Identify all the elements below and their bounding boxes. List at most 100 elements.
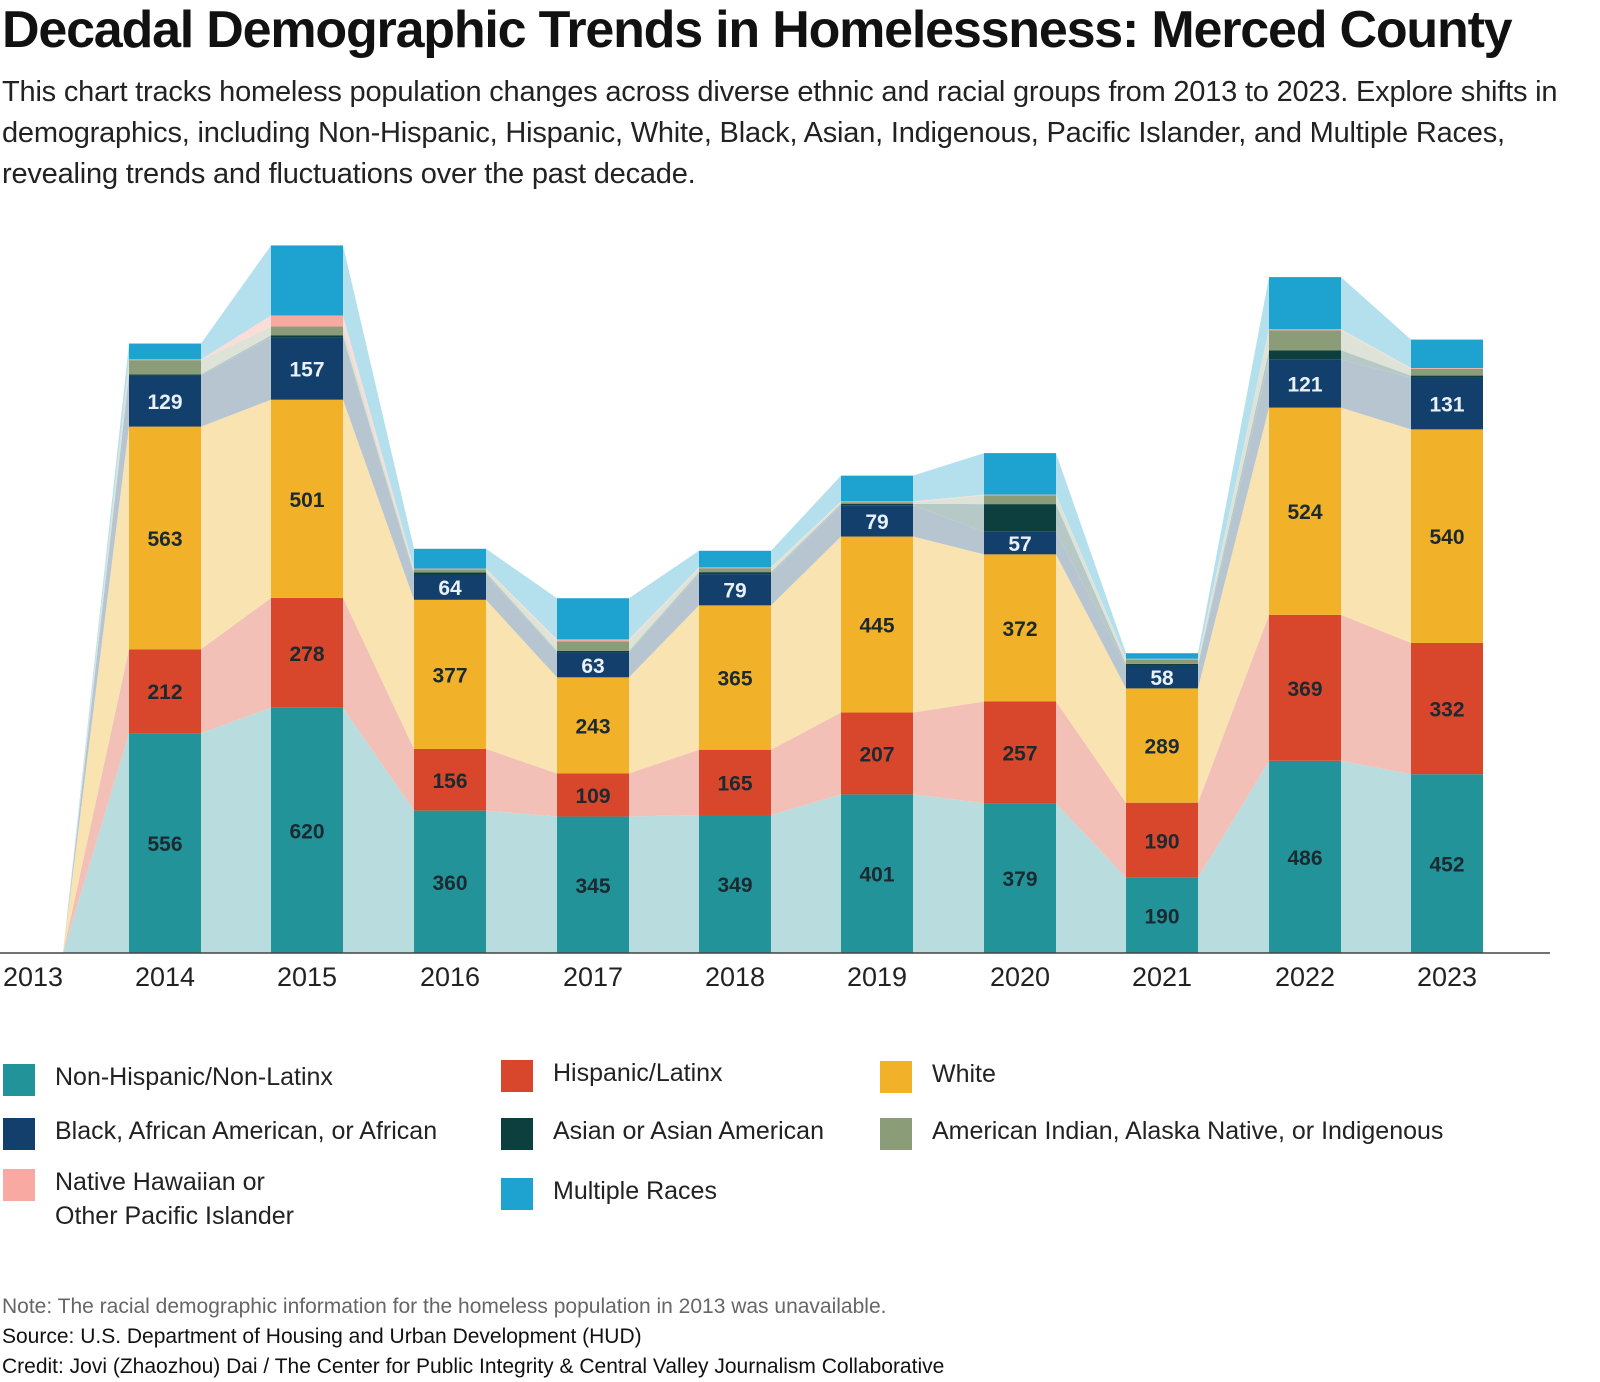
data-label: 401	[859, 864, 894, 887]
flow-area	[913, 701, 984, 804]
flow-area	[63, 649, 129, 953]
bar-segment	[414, 568, 486, 570]
flow-area	[1056, 495, 1126, 664]
flow-area	[343, 399, 414, 749]
flow-area	[1198, 329, 1269, 660]
flow-area	[343, 315, 414, 570]
flow-area	[486, 568, 557, 642]
flow-area	[771, 505, 841, 606]
flow-area	[1198, 350, 1269, 666]
bar-segment	[699, 749, 771, 815]
bar-segment	[1126, 688, 1198, 803]
bar-segment	[1126, 665, 1198, 689]
bar-segment	[841, 475, 913, 502]
bar-segment	[414, 574, 486, 600]
flow-area	[771, 503, 841, 575]
bar-segment	[271, 337, 343, 400]
flow-area	[63, 343, 129, 953]
flow-area	[1341, 760, 1411, 953]
flow-area	[771, 501, 841, 569]
flow-area	[486, 569, 557, 651]
x-tick-label: 2017	[563, 962, 623, 992]
bar-segment	[414, 569, 486, 573]
bar-segment	[1411, 368, 1483, 369]
flow-area	[201, 337, 271, 427]
data-label: 243	[575, 715, 610, 738]
flow-area	[771, 536, 841, 750]
legend-swatch	[3, 1118, 35, 1150]
legend-item-indigenous: American Indian, Alaska Native, or Indig…	[880, 1114, 1443, 1150]
flow-area	[486, 572, 557, 653]
x-tick-label: 2020	[990, 962, 1050, 992]
credit-line: Credit: Jovi (Zhaozhou) Dai / The Center…	[2, 1355, 945, 1378]
flow-area	[1056, 531, 1126, 689]
flow-area	[771, 712, 841, 815]
legend-label: Black, African American, or African	[55, 1117, 438, 1145]
flow-area	[771, 475, 841, 568]
bar-segment	[129, 343, 201, 360]
flow-area	[1056, 701, 1126, 878]
bar-segment	[557, 773, 629, 817]
bar-segment	[699, 814, 771, 953]
bar-segment	[699, 567, 771, 569]
flow-area	[343, 245, 414, 569]
flow-area	[1341, 330, 1411, 376]
data-label: 452	[1429, 854, 1464, 877]
source-line: Source: U.S. Department of Housing and U…	[2, 1325, 642, 1348]
bar-segment	[1269, 760, 1341, 953]
bar-segment	[1411, 642, 1483, 775]
bar-stacks	[129, 245, 1483, 953]
flow-area	[486, 599, 557, 774]
x-tick-label: 2014	[135, 962, 195, 992]
bar-segment	[1269, 330, 1341, 351]
legend-swatch	[501, 1178, 533, 1210]
data-label: 257	[1002, 742, 1037, 765]
flow-area	[1341, 329, 1411, 369]
x-tick-label: 2023	[1417, 962, 1477, 992]
data-label: 369	[1287, 678, 1322, 701]
legend-label: Native Hawaiian or Other Pacific Islande…	[55, 1168, 294, 1230]
bar-segment	[841, 505, 913, 537]
bar-segment	[1126, 659, 1198, 664]
flow-area	[629, 814, 699, 953]
bar-segment	[129, 360, 201, 375]
bar-segment	[557, 641, 629, 651]
data-label: 156	[432, 770, 467, 793]
data-label: 131	[1429, 393, 1464, 416]
bar-segment	[129, 733, 201, 953]
data-label: 121	[1287, 374, 1322, 397]
bar-segment	[1269, 407, 1341, 615]
bar-segment	[841, 501, 913, 503]
bar-segment	[414, 548, 486, 569]
flow-area	[1198, 614, 1269, 878]
flow-area	[1056, 504, 1126, 666]
flow-area	[1056, 453, 1126, 659]
flow-area	[629, 572, 699, 653]
bar-segment	[1126, 877, 1198, 953]
bar-segment	[841, 794, 913, 953]
bar-segment	[841, 503, 913, 506]
bar-segment	[1269, 614, 1341, 761]
bar-segment	[984, 495, 1056, 505]
data-label: 524	[1287, 501, 1322, 524]
flow-area	[629, 605, 699, 774]
bar-segment	[841, 536, 913, 713]
bar-segment	[414, 748, 486, 811]
flow-area	[63, 374, 129, 953]
flow-area	[486, 574, 557, 678]
legend: Non-Hispanic/Non-Latinx Hispanic/Latinx …	[0, 1059, 1600, 1260]
flow-area	[343, 335, 414, 575]
flow-area	[771, 502, 841, 573]
bar-segment	[984, 504, 1056, 532]
flow-area	[1198, 760, 1269, 953]
bar-segment	[557, 677, 629, 774]
bar-segment	[414, 599, 486, 749]
bar-segment	[129, 375, 201, 427]
flow-area	[629, 574, 699, 678]
bar-segment	[1411, 774, 1483, 953]
data-label: 372	[1002, 618, 1037, 641]
data-label: 540	[1429, 526, 1464, 549]
flow-area	[913, 794, 984, 953]
bar-segment	[984, 531, 1056, 555]
bar-segment	[129, 426, 201, 650]
